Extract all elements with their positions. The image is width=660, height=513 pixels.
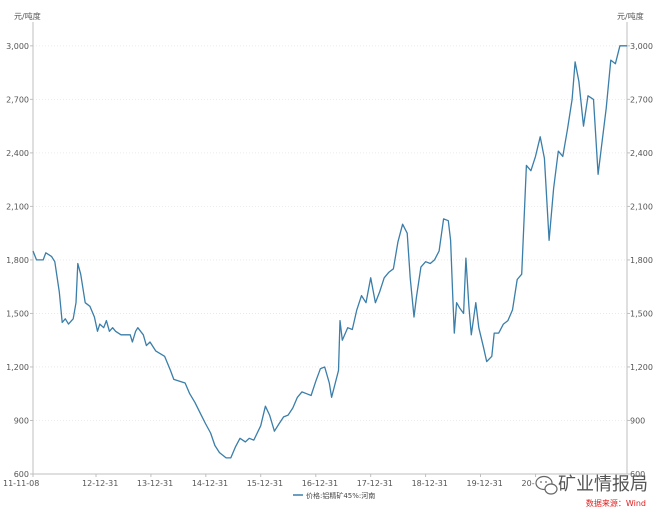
y-tick-label-right: 600 (630, 470, 645, 479)
y-tick-label-right: 2,100 (630, 202, 653, 211)
grid-lines (33, 45, 627, 475)
x-tick-label: 13-12-31 (137, 479, 173, 488)
y-tick-label-left: 2,700 (6, 95, 29, 104)
y-tick-label-right: 3,000 (630, 42, 653, 51)
y-tick-label-right: 1,500 (630, 309, 653, 318)
y-axis-unit-right: 元/吨度 (617, 11, 644, 21)
source-label: 数据来源：Wind (586, 498, 646, 508)
y-tick-label-right: 2,700 (630, 95, 653, 104)
series-layer (32, 45, 627, 459)
y-tick-label-left: 3,000 (6, 42, 29, 51)
x-tick-label: 20- (522, 479, 535, 488)
y-tick-label-right: 900 (630, 416, 645, 425)
x-tick-label: 12-12-31 (82, 479, 118, 488)
y-axis-left: 600 900 1,200 1,500 1,800 2,100 2,400 2,700 3,00… (6, 22, 34, 479)
x-tick-label: 14-12-31 (192, 479, 228, 488)
y-tick-label-left: 600 (14, 470, 29, 479)
y-tick-label-left: 1,200 (6, 363, 29, 372)
watermark-text: 矿业情报局 (558, 474, 648, 495)
y-tick-label-left: 2,400 (6, 149, 29, 158)
x-tick-label: 17-12-31 (357, 479, 393, 488)
x-tick-label: 18-12-31 (412, 479, 448, 488)
y-tick-label-left: 1,500 (6, 309, 29, 318)
legend-label: 价格:铝精矿45%:河南 (306, 491, 375, 500)
wechat-icon (535, 475, 558, 495)
x-tick-label: 16-12-31 (302, 479, 338, 488)
x-tick-label: 11-11-08 (3, 479, 39, 488)
x-tick-label: 15-12-31 (247, 479, 283, 488)
series-line (32, 45, 627, 459)
y-tick-label-left: 2,100 (6, 202, 29, 211)
y-tick-label-left: 900 (14, 416, 29, 425)
y-tick-label-right: 1,800 (630, 256, 653, 265)
y-axis-unit-left: 元/吨度 (14, 11, 41, 21)
x-tick-label: 19-12-31 (466, 479, 502, 488)
y-tick-label-left: 1,800 (6, 256, 29, 265)
y-tick-label-right: 2,400 (630, 149, 653, 158)
x-axis: 11-11-08 12-12-31 13-12-31 14-12-31 15-12-31… (3, 473, 627, 488)
watermark: 矿业情报局 (535, 474, 648, 495)
y-axis-right: 600 900 1,200 1,500 1,800 2,100 2,400 2,700 3,00… (626, 22, 653, 479)
legend: 价格:铝精矿45%:河南 (293, 491, 375, 500)
y-tick-label-right: 1,200 (630, 363, 653, 372)
